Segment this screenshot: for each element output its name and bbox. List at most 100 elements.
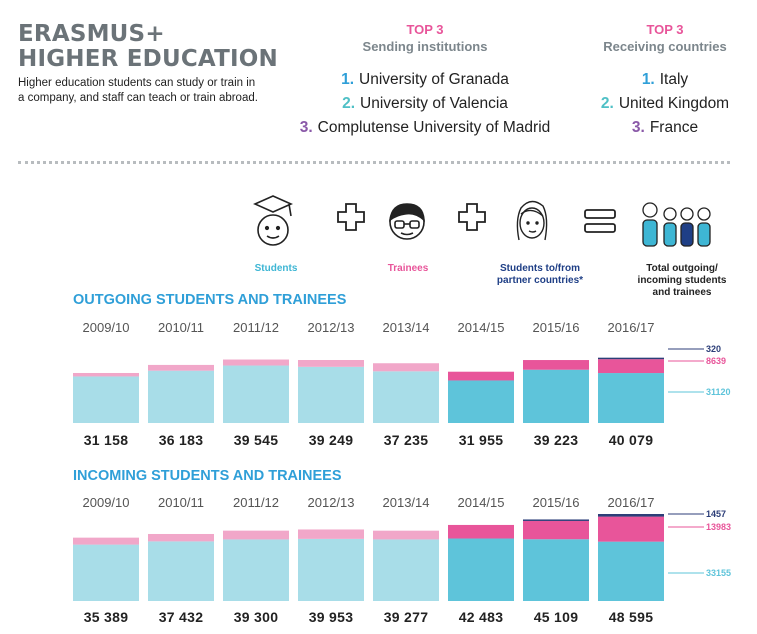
year-label: 2011/12	[232, 320, 280, 335]
bar-trainees	[373, 530, 439, 540]
equals-icon	[584, 209, 616, 233]
country-name: France	[649, 119, 699, 136]
year-label: 2010/11	[157, 320, 205, 335]
total-label: 39 545	[233, 432, 279, 448]
year-label: 2014/15	[457, 495, 505, 510]
year-label: 2016/17	[607, 495, 655, 510]
bar-students	[73, 544, 139, 601]
sending-item: 1. University of Granada	[290, 68, 560, 92]
breakdown-value-label: 1457	[706, 509, 726, 519]
bar-trainees	[523, 520, 589, 540]
receiving-list: 1. Italy 2. United Kingdom 3. France	[580, 68, 750, 140]
page-title: ERASMUS+ HIGHER EDUCATION	[18, 22, 278, 72]
year-label: 2009/10	[82, 320, 130, 335]
year-label: 2011/12	[232, 495, 280, 510]
year-label: 2010/11	[157, 495, 205, 510]
bar-students	[523, 539, 589, 601]
year-label: 2013/14	[382, 320, 430, 335]
receiving-item: 1. Italy	[580, 68, 750, 92]
year-label: 2016/17	[607, 320, 655, 335]
total-label: 37 432	[158, 609, 204, 625]
sending-item: 2. University of Valencia	[290, 92, 560, 116]
rank-number: 2.	[342, 95, 356, 112]
total-label: 39 223	[533, 432, 579, 448]
total-label: 40 079	[608, 432, 654, 448]
bar-trainees	[523, 360, 589, 370]
title-line-1: ERASMUS+	[18, 21, 165, 47]
bar-students	[448, 538, 514, 601]
bar-students	[448, 380, 514, 423]
sending-list: 1. University of Granada 2. University of …	[290, 68, 560, 140]
total-label: 48 595	[608, 609, 654, 625]
year-label: 2013/14	[382, 495, 430, 510]
legend-icons	[253, 195, 711, 247]
total-label: 37 235	[383, 432, 429, 448]
total-label: 39 277	[383, 609, 429, 625]
incoming-title: INCOMING STUDENTS AND TRAINEES	[73, 468, 342, 484]
legend-total-label: Total outgoing/ incoming students and tr…	[637, 263, 727, 298]
receiving-subtitle: Receiving countries	[603, 39, 727, 54]
total-label: 39 953	[308, 609, 354, 625]
bar-partner	[598, 357, 664, 360]
group-people-icon	[642, 202, 711, 247]
receiving-header: TOP 3 Receiving countries	[580, 22, 750, 54]
bar-students	[148, 541, 214, 601]
rank-number: 3.	[299, 119, 313, 136]
total-label: 42 483	[458, 609, 504, 625]
legend-partner-label: Students to/from partner countries*	[496, 263, 584, 286]
country-name: Italy	[659, 71, 689, 88]
total-label: 31 955	[458, 432, 504, 448]
total-label: 39 249	[308, 432, 354, 448]
total-label: 31 158	[83, 432, 129, 448]
total-label: 35 389	[83, 609, 129, 625]
sending-item: 3. Complutense University of Madrid	[290, 116, 560, 140]
bar-trainees	[148, 364, 214, 371]
trainee-glasses-icon	[388, 203, 425, 240]
year-label: 2015/16	[532, 495, 580, 510]
rank-number: 2.	[600, 95, 614, 112]
intro-text: Higher education students can study or t…	[18, 77, 258, 104]
sending-subtitle: Sending institutions	[362, 39, 488, 54]
receiving-top-label: TOP 3	[646, 22, 684, 37]
bar-trainees	[448, 371, 514, 381]
breakdown-value-label: 33155	[706, 568, 731, 578]
legend-students-label: Students	[254, 263, 298, 274]
total-label: 39 300	[233, 609, 279, 625]
bar-students	[373, 371, 439, 423]
bar-trainees	[298, 529, 364, 539]
breakdown-value-label: 320	[706, 344, 721, 354]
breakdown-value-label: 31120	[706, 387, 731, 397]
institution-name: Complutense University of Madrid	[317, 119, 551, 136]
bar-trainees	[298, 360, 364, 367]
institution-name: University of Valencia	[360, 95, 508, 112]
bar-trainees	[73, 372, 139, 377]
bar-students	[73, 376, 139, 423]
breakdown-value-label: 8639	[706, 356, 726, 366]
year-label: 2014/15	[457, 320, 505, 335]
legend-trainees-label: Trainees	[387, 263, 429, 274]
bar-partner	[523, 519, 589, 521]
rank-number: 3.	[631, 119, 645, 136]
bar-students	[148, 370, 214, 423]
receiving-item: 2. United Kingdom	[580, 92, 750, 116]
bar-partner	[598, 514, 664, 517]
bar-trainees	[598, 359, 664, 374]
dotted-divider	[18, 161, 730, 164]
year-label: 2015/16	[532, 320, 580, 335]
total-label: 45 109	[533, 609, 579, 625]
bar-students	[523, 369, 589, 423]
bar-students	[598, 373, 664, 423]
bar-students	[298, 366, 364, 423]
plus-icon	[337, 203, 365, 231]
bar-students	[223, 539, 289, 601]
breakdown-value-label: 13983	[706, 522, 731, 532]
year-label: 2012/13	[307, 495, 355, 510]
outgoing-title: OUTGOING STUDENTS AND TRAINEES	[73, 292, 347, 308]
sending-top-label: TOP 3	[406, 22, 444, 37]
year-label: 2012/13	[307, 320, 355, 335]
total-label: 36 183	[158, 432, 204, 448]
partner-student-icon	[516, 200, 548, 241]
bar-trainees	[73, 537, 139, 545]
plus-icon	[458, 203, 486, 231]
